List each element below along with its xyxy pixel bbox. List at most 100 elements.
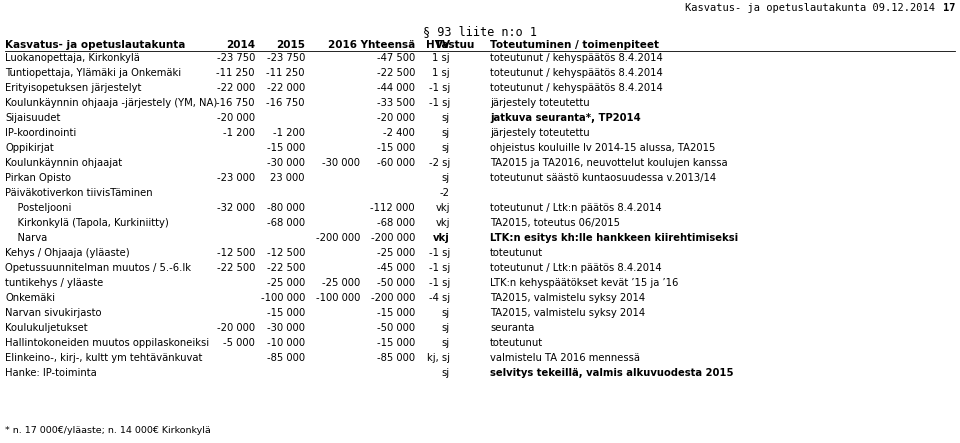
Text: -200 000: -200 000 [371,293,415,303]
Text: toteutunut / kehyspäätös 8.4.2014: toteutunut / kehyspäätös 8.4.2014 [490,68,662,78]
Text: -30 000: -30 000 [267,323,305,333]
Text: järjestely toteutettu: järjestely toteutettu [490,98,589,108]
Text: -22 500: -22 500 [267,263,305,273]
Text: -30 000: -30 000 [267,158,305,168]
Text: ohjeistus kouluille lv 2014-15 alussa, TA2015: ohjeistus kouluille lv 2014-15 alussa, T… [490,143,715,153]
Text: -25 000: -25 000 [376,248,415,258]
Text: -15 000: -15 000 [376,308,415,318]
Text: -11 250: -11 250 [217,68,255,78]
Text: -20 000: -20 000 [217,113,255,123]
Text: -80 000: -80 000 [267,203,305,213]
Text: Posteljooni: Posteljooni [5,203,71,213]
Text: kj, sj: kj, sj [427,353,450,363]
Text: Elinkeino-, kirj-, kultt ym tehtävänkuvat: Elinkeino-, kirj-, kultt ym tehtävänkuva… [5,353,203,363]
Text: toteutunut: toteutunut [490,248,543,258]
Text: -100 000: -100 000 [260,293,305,303]
Text: toteutunut / Ltk:n päätös 8.4.2014: toteutunut / Ltk:n päätös 8.4.2014 [490,203,661,213]
Text: selvitys tekeillä, valmis alkuvuodesta 2015: selvitys tekeillä, valmis alkuvuodesta 2… [490,368,733,378]
Text: -16 750: -16 750 [267,98,305,108]
Text: -10 000: -10 000 [267,338,305,348]
Text: Hanke: IP-toiminta: Hanke: IP-toiminta [5,368,97,378]
Text: -1 sj: -1 sj [429,98,450,108]
Text: Koulunkäynnin ohjaaja -järjestely (YM, NA): Koulunkäynnin ohjaaja -järjestely (YM, N… [5,98,217,108]
Text: 2015: 2015 [276,40,305,50]
Text: sj: sj [442,308,450,318]
Text: -85 000: -85 000 [267,353,305,363]
Text: -2 400: -2 400 [383,128,415,138]
Text: järjestely toteutettu: järjestely toteutettu [490,128,589,138]
Text: -2: -2 [440,188,450,198]
Text: -1 sj: -1 sj [429,248,450,258]
Text: TA2015, valmistelu syksy 2014: TA2015, valmistelu syksy 2014 [490,293,645,303]
Text: -1 sj: -1 sj [429,83,450,93]
Text: Tuntiopettaja, Ylämäki ja Onkemäki: Tuntiopettaja, Ylämäki ja Onkemäki [5,68,181,78]
Text: 1 sj: 1 sj [432,53,450,63]
Text: TA2015 ja TA2016, neuvottelut koulujen kanssa: TA2015 ja TA2016, neuvottelut koulujen k… [490,158,728,168]
Text: sj: sj [442,368,450,378]
Text: -15 000: -15 000 [267,143,305,153]
Text: 2016 Yhteensä: 2016 Yhteensä [327,40,415,50]
Text: -4 sj: -4 sj [429,293,450,303]
Text: toteutunut / kehyspäätös 8.4.2014: toteutunut / kehyspäätös 8.4.2014 [490,53,662,63]
Text: sj: sj [442,128,450,138]
Text: -25 000: -25 000 [267,278,305,288]
Text: TA2015, toteutus 06/2015: TA2015, toteutus 06/2015 [490,218,620,228]
Text: -1 200: -1 200 [223,128,255,138]
Text: 2014: 2014 [226,40,255,50]
Text: -200 000: -200 000 [371,233,415,243]
Text: sj: sj [442,323,450,333]
Text: -68 000: -68 000 [377,218,415,228]
Text: -30 000: -30 000 [322,158,360,168]
Text: toteutunut säästö kuntaosuudessa v.2013/14: toteutunut säästö kuntaosuudessa v.2013/… [490,173,716,183]
Text: Erityisopetuksen järjestelyt: Erityisopetuksen järjestelyt [5,83,141,93]
Text: Koulunkäynnin ohjaajat: Koulunkäynnin ohjaajat [5,158,122,168]
Text: Pirkan Opisto: Pirkan Opisto [5,173,71,183]
Text: Narva: Narva [5,233,47,243]
Text: -22 000: -22 000 [217,83,255,93]
Text: -15 000: -15 000 [376,338,415,348]
Text: -1 sj: -1 sj [429,278,450,288]
Text: Luokanopettaja, Kirkonkylä: Luokanopettaja, Kirkonkylä [5,53,140,63]
Text: -1 sj: -1 sj [429,263,450,273]
Text: -23 750: -23 750 [267,53,305,63]
Text: vkj: vkj [436,218,450,228]
Text: Kasvatus- ja opetuslautakunta: Kasvatus- ja opetuslautakunta [5,40,185,50]
Text: -100 000: -100 000 [316,293,360,303]
Text: -5 000: -5 000 [223,338,255,348]
Text: -1 200: -1 200 [273,128,305,138]
Text: -44 000: -44 000 [377,83,415,93]
Text: Koulukuljetukset: Koulukuljetukset [5,323,87,333]
Text: toteutunut: toteutunut [490,338,543,348]
Text: seuranta: seuranta [490,323,535,333]
Text: valmistelu TA 2016 mennessä: valmistelu TA 2016 mennessä [490,353,640,363]
Text: -50 000: -50 000 [377,323,415,333]
Text: -12 500: -12 500 [217,248,255,258]
Text: 23 000: 23 000 [271,173,305,183]
Text: -32 000: -32 000 [217,203,255,213]
Text: TA2015, valmistelu syksy 2014: TA2015, valmistelu syksy 2014 [490,308,645,318]
Text: Onkemäki: Onkemäki [5,293,55,303]
Text: -20 000: -20 000 [377,113,415,123]
Text: LTK:n kehyspäätökset kevät ’15 ja ’16: LTK:n kehyspäätökset kevät ’15 ja ’16 [490,278,679,288]
Text: -50 000: -50 000 [377,278,415,288]
Text: Hallintokoneiden muutos oppilaskoneiksi: Hallintokoneiden muutos oppilaskoneiksi [5,338,209,348]
Text: -12 500: -12 500 [267,248,305,258]
Text: -23 000: -23 000 [217,173,255,183]
Text: LTK:n esitys kh:lle hankkeen kiirehtimiseksi: LTK:n esitys kh:lle hankkeen kiirehtimis… [490,233,738,243]
Text: toteutunut / kehyspäätös 8.4.2014: toteutunut / kehyspäätös 8.4.2014 [490,83,662,93]
Text: Narvan sivukirjasto: Narvan sivukirjasto [5,308,102,318]
Text: sj: sj [442,173,450,183]
Text: -11 250: -11 250 [267,68,305,78]
Text: -20 000: -20 000 [217,323,255,333]
Text: 17: 17 [943,3,955,13]
Text: § 93 liite n:o 1: § 93 liite n:o 1 [423,25,537,38]
Text: -33 500: -33 500 [377,98,415,108]
Text: 1 sj: 1 sj [432,68,450,78]
Text: Sijaisuudet: Sijaisuudet [5,113,60,123]
Text: Opetussuunnitelman muutos / 5.-6.lk: Opetussuunnitelman muutos / 5.-6.lk [5,263,191,273]
Text: -23 750: -23 750 [217,53,255,63]
Text: sj: sj [442,143,450,153]
Text: sj: sj [442,113,450,123]
Text: * n. 17 000€/yläaste; n. 14 000€ Kirkonkylä: * n. 17 000€/yläaste; n. 14 000€ Kirkonk… [5,426,211,435]
Text: Kirkonkylä (Tapola, Kurkiniitty): Kirkonkylä (Tapola, Kurkiniitty) [5,218,169,228]
